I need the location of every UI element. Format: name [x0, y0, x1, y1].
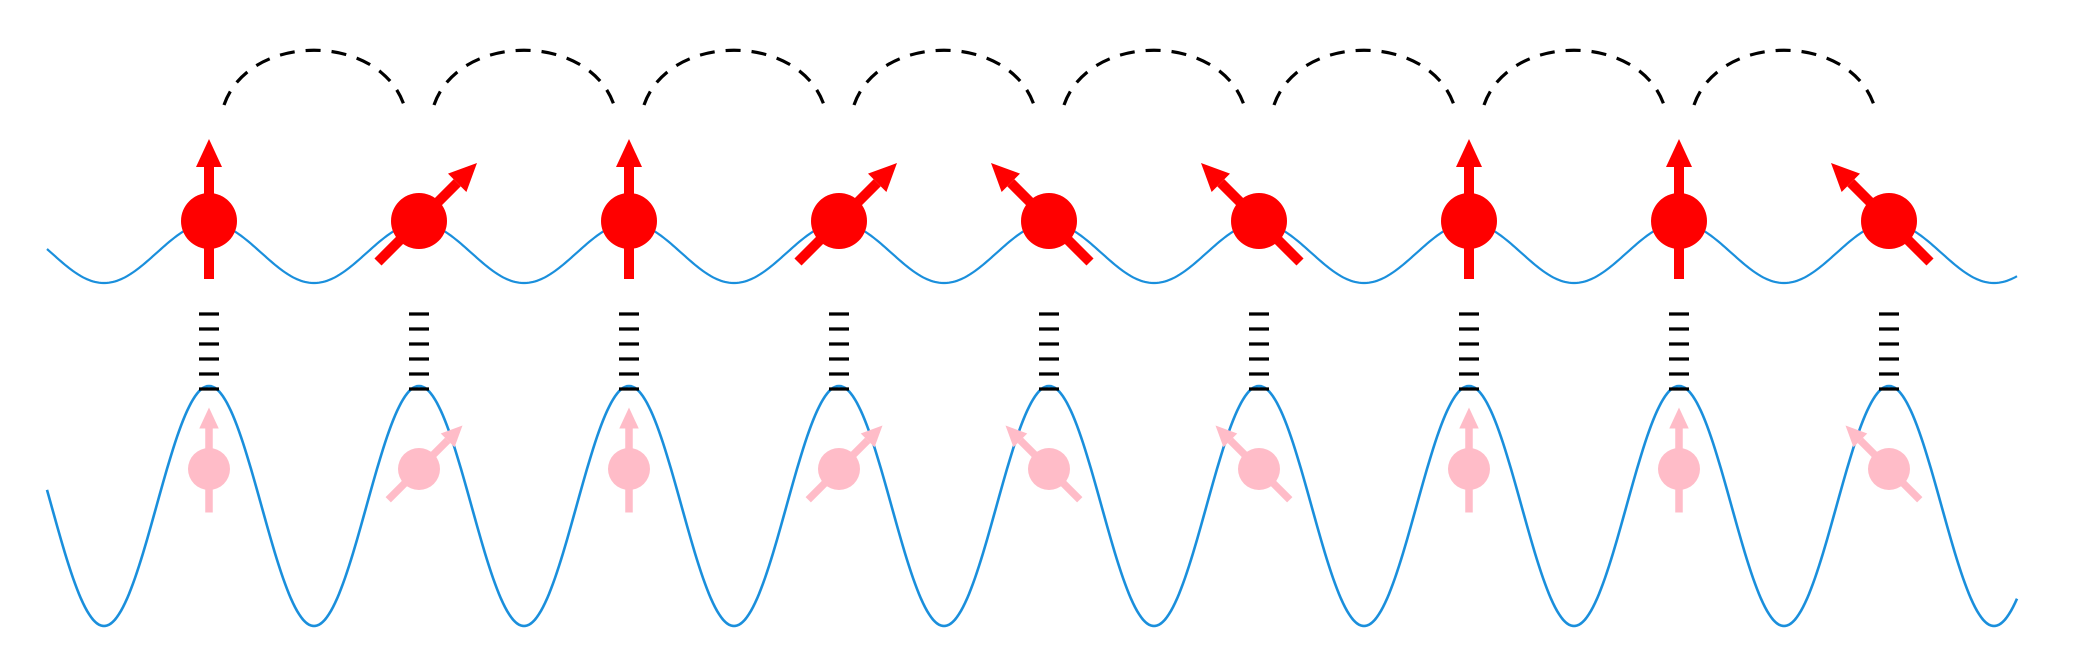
spin-arrowhead: [199, 407, 219, 429]
hopping-arc: [1692, 48, 1876, 106]
coupling-ladder: [829, 312, 849, 391]
spin: [1441, 139, 1497, 279]
atom: [608, 448, 650, 490]
spin-arrowhead: [1845, 425, 1868, 448]
atom: [811, 193, 867, 249]
atom: [1658, 448, 1700, 490]
spin-arrowhead: [440, 425, 463, 448]
hopping-arc: [852, 48, 1036, 106]
spin-arrowhead: [196, 139, 222, 167]
spin: [181, 139, 237, 279]
atom: [1028, 448, 1070, 490]
atom: [1231, 193, 1287, 249]
spin: [385, 425, 463, 503]
spin-arrowhead: [1215, 425, 1238, 448]
spin-arrowhead: [860, 425, 883, 448]
hopping-arc: [1482, 48, 1666, 106]
atom: [1448, 448, 1490, 490]
spin-arrowhead: [1201, 163, 1231, 193]
spin: [608, 407, 650, 513]
spin-arrowhead: [616, 139, 642, 167]
spin: [794, 163, 897, 266]
spin-arrowhead: [1456, 139, 1482, 167]
coupling-ladder: [199, 312, 219, 391]
spin: [1005, 425, 1083, 503]
spin: [1215, 425, 1293, 503]
lower-lattice-spins: [188, 407, 1923, 513]
hopping-arc: [1272, 48, 1456, 106]
hopping-arc: [222, 48, 406, 106]
spin: [1831, 163, 1934, 266]
coupling-ladder: [1039, 312, 1059, 391]
hopping-arc: [432, 48, 616, 106]
atom: [1861, 193, 1917, 249]
coupling-ladder: [409, 312, 429, 391]
atom: [601, 193, 657, 249]
atom: [391, 193, 447, 249]
spin: [374, 163, 477, 266]
hopping-arc: [642, 48, 826, 106]
spin: [1201, 163, 1304, 266]
spin: [1845, 425, 1923, 503]
lower-lattice-potential: [45, 384, 2019, 628]
atom: [188, 448, 230, 490]
atom: [1021, 193, 1077, 249]
spin-arrowhead: [1666, 139, 1692, 167]
coupling-ladders: [199, 312, 1899, 391]
atom: [181, 193, 237, 249]
spin: [601, 139, 657, 279]
atom: [1651, 193, 1707, 249]
spin-arrowhead: [1005, 425, 1028, 448]
spin-arrowhead: [447, 163, 477, 193]
coupling-ladder: [1669, 312, 1689, 391]
coupling-ladder: [1879, 312, 1899, 391]
hopping-arc: [1062, 48, 1246, 106]
spin: [188, 407, 230, 513]
spin: [805, 425, 883, 503]
spin-arrowhead: [1669, 407, 1689, 429]
spin-arrowhead: [867, 163, 897, 193]
spin: [1658, 407, 1700, 513]
coupling-ladder: [619, 312, 639, 391]
spin: [991, 163, 1094, 266]
spin: [1448, 407, 1490, 513]
upper-lattice-spins: [181, 139, 1934, 279]
spin-arrowhead: [991, 163, 1021, 193]
atom: [398, 448, 440, 490]
coupling-ladder: [1459, 312, 1479, 391]
atom: [818, 448, 860, 490]
atom: [1868, 448, 1910, 490]
spin-arrowhead: [1831, 163, 1861, 193]
spin-arrowhead: [1459, 407, 1479, 429]
atom: [1441, 193, 1497, 249]
atom: [1238, 448, 1280, 490]
coupling-ladder: [1249, 312, 1269, 391]
spin: [1651, 139, 1707, 279]
spin-arrowhead: [619, 407, 639, 429]
hopping-arcs: [222, 48, 1876, 106]
